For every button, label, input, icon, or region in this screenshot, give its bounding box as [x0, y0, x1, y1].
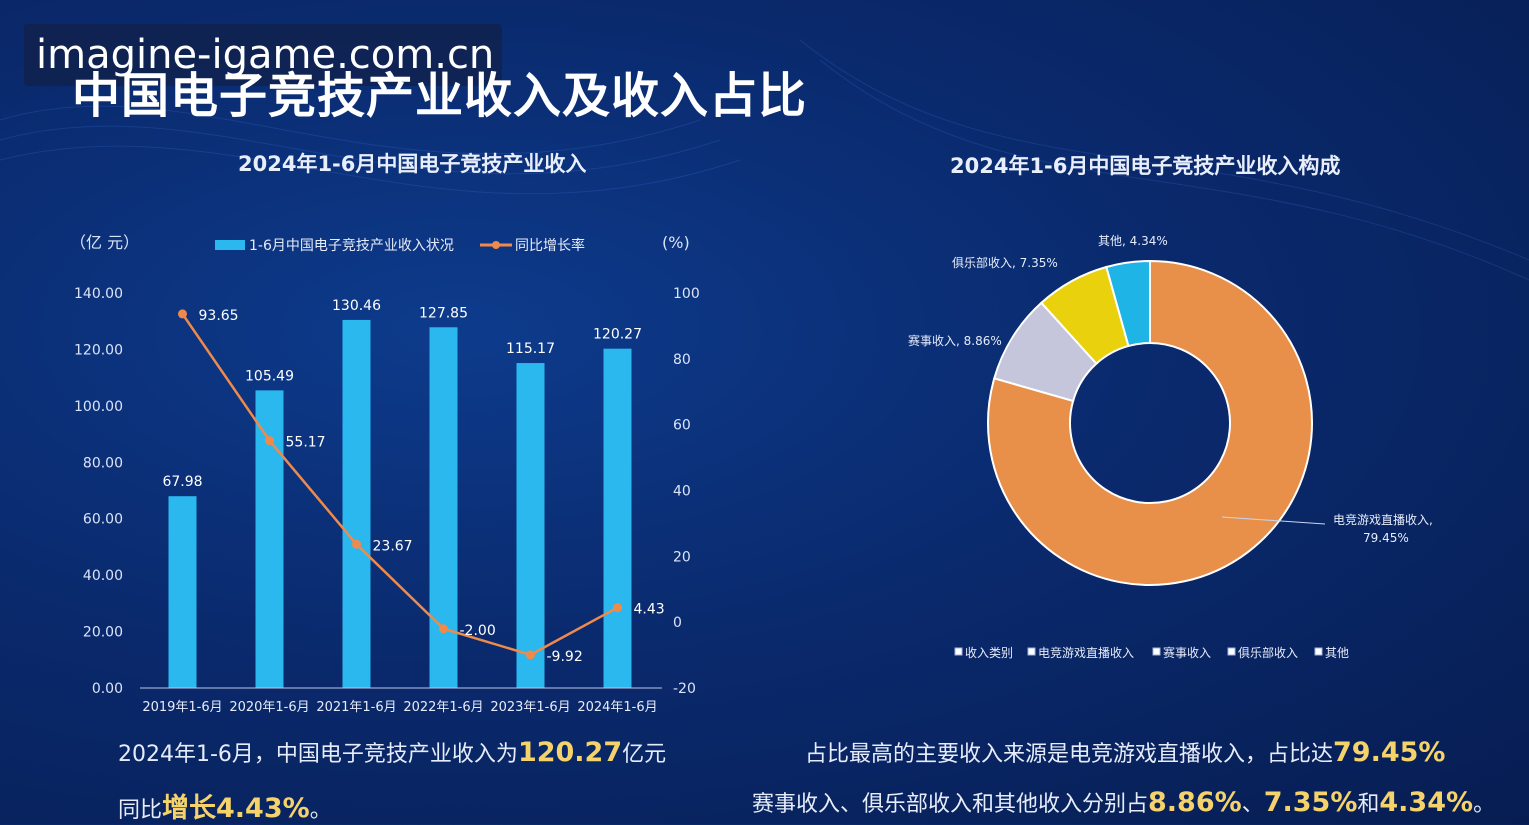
right-caption2-sep1: 、 — [1241, 792, 1264, 817]
growth-rate-point — [265, 436, 274, 446]
watermark: imagine-igame.com.cn — [24, 24, 502, 86]
growth-rate-label: -2.00 — [460, 623, 496, 639]
y-tick-label: 120.00 — [74, 342, 123, 358]
y2-tick-label: -20 — [673, 681, 696, 697]
growth-rate-point — [526, 650, 535, 660]
growth-rate-point — [613, 603, 622, 613]
y2-tick-label: 100 — [673, 286, 700, 302]
right-caption-highlight-share: 79.45% — [1333, 737, 1446, 768]
x-tick-label: 2024年1-6月 — [577, 700, 657, 715]
legend-bar-label: 1-6月中国电子竞技产业收入状况 — [249, 237, 454, 254]
legend-swatch — [1227, 647, 1236, 656]
left-caption-line1: 2024年1-6月，中国电子竞技产业收入为120.27亿元 — [118, 736, 666, 768]
growth-rate-label: 23.67 — [373, 538, 413, 554]
page-title: 中国电子竞技产业收入及收入占比 — [72, 68, 808, 124]
left-caption-text-a: 2024年1-6月，中国电子竞技产业收入为 — [118, 742, 518, 767]
bar — [516, 363, 545, 688]
y-tick-label: 40.00 — [83, 568, 123, 584]
x-tick-label: 2019年1-6月 — [142, 700, 222, 715]
y2-tick-label: 40 — [673, 484, 691, 500]
bar-value-label: 67.98 — [162, 474, 202, 490]
bar-value-label: 105.49 — [245, 368, 294, 384]
donut-slice — [987, 259, 1313, 586]
bar-legend: 1-6月中国电子竞技产业收入状况 同比增长率 — [215, 237, 585, 254]
left-caption2-text-b: 。 — [309, 798, 332, 823]
growth-rate-point — [178, 309, 187, 319]
donut-slice-label-value: 79.45% — [1363, 531, 1409, 545]
legend-line-label: 同比增长率 — [515, 237, 585, 254]
bar-chart-title: 2024年1-6月中国电子竞技产业收入 — [238, 152, 587, 176]
bar-value-label: 127.85 — [419, 305, 468, 321]
pie-chart-title: 2024年1-6月中国电子竞技产业收入构成 — [950, 154, 1341, 178]
y-tick-label: 80.00 — [83, 455, 123, 471]
x-tick-label: 2020年1-6月 — [229, 700, 309, 715]
growth-rate-label: -9.92 — [547, 649, 583, 665]
y-tick-label: 20.00 — [83, 625, 123, 641]
y2-tick-label: 20 — [673, 549, 691, 565]
growth-rate-line — [181, 313, 619, 657]
y-tick-label: 140.00 — [74, 286, 123, 302]
y-axis-label: （亿 元） — [70, 233, 139, 252]
right-caption2-sep2: 和 — [1357, 792, 1380, 817]
growth-rate-point — [439, 624, 448, 634]
bar — [342, 319, 371, 688]
x-tick-label: 2022年1-6月 — [403, 700, 483, 715]
bar-value-label: 130.46 — [332, 298, 381, 314]
legend-bar-swatch — [215, 240, 245, 250]
legend-swatch — [1152, 647, 1161, 656]
left-caption-highlight-revenue: 120.27 — [517, 737, 623, 768]
left-caption-line2: 同比增长4.43%。 — [118, 786, 332, 825]
bar — [603, 348, 632, 688]
right-caption-highlight-1: 8.86% — [1148, 787, 1242, 818]
legend-entry: 俱乐部收入 — [1238, 645, 1298, 660]
donut-slice-label: 其他, 4.34% — [1098, 234, 1168, 248]
legend-entry: 其他 — [1325, 646, 1349, 660]
growth-rate-point — [352, 539, 361, 549]
y-tick-label: 0.00 — [92, 681, 123, 697]
legend-swatch — [1314, 647, 1323, 656]
growth-rate-label: 93.65 — [199, 308, 239, 324]
growth-rate-label: 55.17 — [286, 435, 326, 451]
bar-value-label: 115.17 — [506, 341, 555, 357]
donut-slice-label: 电竞游戏直播收入, — [1333, 513, 1433, 527]
legend-swatch — [1027, 647, 1036, 656]
donut-leader-line — [1221, 516, 1326, 525]
legend-entry: 电竞游戏直播收入 — [1038, 646, 1134, 660]
donut-slice-label: 赛事收入, 8.86% — [908, 333, 1002, 348]
donut-slice-label: 俱乐部收入, 7.35% — [952, 255, 1058, 270]
x-tick-label: 2021年1-6月 — [316, 700, 396, 715]
left-caption-highlight-growth: 增长4.43% — [162, 793, 310, 824]
x-tick-label: 2023年1-6月 — [490, 700, 570, 715]
y-tick-label: 60.00 — [83, 512, 123, 528]
left-caption2-text-a: 同比 — [118, 798, 163, 823]
legend-entry: 赛事收入 — [1163, 645, 1211, 660]
y2-tick-label: 0 — [673, 615, 682, 631]
right-caption-highlight-2: 7.35% — [1263, 787, 1358, 818]
right-caption-highlight-3: 4.34% — [1379, 787, 1474, 818]
right-caption2-text-b: 。 — [1473, 792, 1496, 817]
right-caption-line2: 赛事收入、俱乐部收入和其他收入分别占8.86%、7.35%和4.34%。 — [752, 786, 1495, 818]
bar — [168, 496, 197, 688]
y2-axis-label: (%) — [662, 233, 690, 252]
legend-line-marker — [492, 241, 500, 249]
growth-rate-label: 4.43 — [634, 602, 665, 618]
left-caption-text-b: 亿元 — [622, 742, 667, 767]
y2-tick-label: 60 — [673, 418, 691, 434]
right-caption2-text-a: 赛事收入、俱乐部收入和其他收入分别占 — [752, 792, 1149, 817]
legend-entry: 收入类别 — [965, 646, 1013, 660]
y-tick-label: 100.00 — [74, 399, 123, 415]
legend-swatch — [954, 647, 963, 656]
right-caption-text-a: 占比最高的主要收入来源是电竞游戏直播收入，占比达 — [805, 742, 1334, 767]
donut-slice — [1105, 259, 1151, 348]
y2-tick-label: 80 — [673, 352, 691, 368]
bar-value-label: 120.27 — [593, 327, 642, 343]
right-caption-line1: 占比最高的主要收入来源是电竞游戏直播收入，占比达79.45% — [805, 736, 1445, 768]
